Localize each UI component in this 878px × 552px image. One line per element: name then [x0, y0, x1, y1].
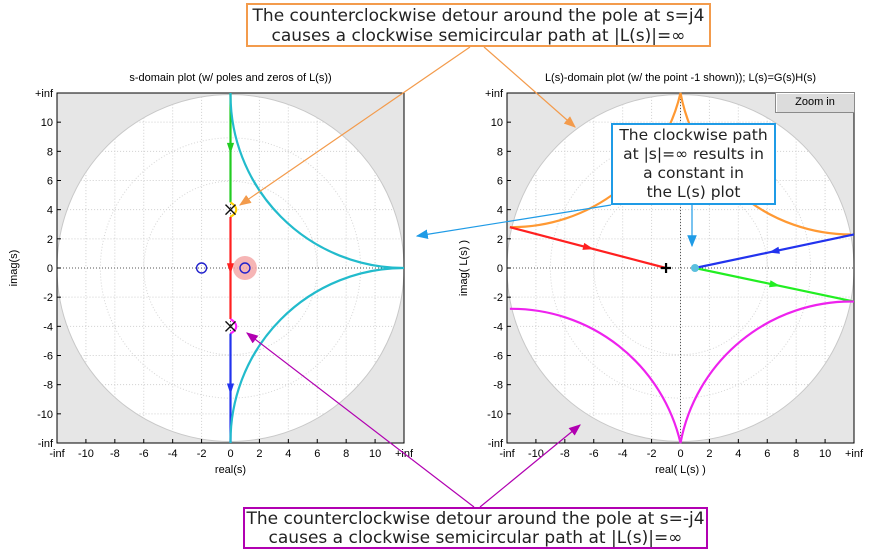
s-x-tick-label: -10	[78, 448, 94, 460]
s-pole-marker	[225, 204, 236, 216]
l-x-tick-label: 0	[677, 448, 683, 460]
annotation-top-line2: causes a clockwise semicircular path at …	[271, 26, 686, 46]
l-x-tick-label: 8	[793, 448, 799, 460]
l-x-tick-label: -8	[560, 448, 570, 460]
l-y-axis-label: imag( L(s) )	[458, 240, 470, 296]
s-zero-marker	[195, 262, 208, 274]
s-y-tick-label: -10	[37, 409, 53, 421]
s-x-tick-label: -2	[197, 448, 207, 460]
l-x-tick-label: 2	[706, 448, 712, 460]
l-x-tick-label: -inf	[499, 448, 515, 460]
l-y-tick-label: -10	[487, 409, 503, 421]
callout-middle-arrow-left	[415, 204, 612, 240]
l-y-tick-label: 0	[497, 263, 503, 275]
s-x-tick-label: 10	[369, 448, 381, 460]
l-x-tick-label: -2	[647, 448, 657, 460]
callout-top-arrow-left	[239, 46, 471, 206]
s-pole-marker	[225, 320, 236, 332]
s-direction-arrow	[226, 142, 235, 154]
s-direction-arrow	[226, 263, 235, 274]
s-contour-segment	[229, 92, 405, 444]
s-x-tick-label: 0	[227, 448, 233, 460]
callout-bottom-arrow-left	[246, 332, 475, 508]
s-y-axis-label: imag(s)	[8, 250, 20, 287]
s-zero-marker	[239, 262, 251, 274]
l-y-tick-label: 2	[497, 234, 503, 246]
annotation-bottom-line1: The counterclockwise detour around the p…	[246, 509, 705, 529]
l-y-tick-label: 10	[491, 117, 503, 129]
s-y-tick-label: 10	[41, 117, 53, 129]
annotation-middle-line4: the L(s) plot	[646, 183, 741, 201]
annotation-middle: The clockwise path at |s|=∞ results in a…	[611, 123, 776, 205]
s-x-axis-label: real(s)	[215, 464, 246, 476]
s-x-tick-label: 6	[314, 448, 320, 460]
l-y-tick-label: -inf	[488, 438, 504, 450]
s-y-tick-label: 0	[47, 263, 53, 275]
zoom-in-button[interactable]: Zoom in	[775, 92, 855, 113]
s-x-tick-label: 2	[256, 448, 262, 460]
l-x-tick-label: 6	[764, 448, 770, 460]
s-y-tick-label: -8	[43, 380, 53, 392]
l-y-tick-label: 8	[497, 146, 503, 158]
s-y-tick-label: +inf	[35, 88, 54, 100]
l-direction-arrow	[769, 280, 781, 288]
annotation-top: The counterclockwise detour around the p…	[246, 3, 711, 47]
annotation-middle-line3: a constant in	[643, 164, 744, 182]
s-y-tick-label: -4	[43, 321, 53, 333]
annotation-top-line1: The counterclockwise detour around the p…	[252, 6, 705, 26]
annotation-bottom: The counterclockwise detour around the p…	[243, 507, 708, 549]
l-x-tick-label: -10	[528, 448, 544, 460]
l-x-tick-label: 10	[819, 448, 831, 460]
l-critical-point-marker	[661, 263, 672, 273]
s-y-tick-label: -2	[43, 292, 53, 304]
l-y-tick-label: -4	[493, 321, 503, 333]
s-chart-title: s-domain plot (w/ poles and zeros of L(s…	[129, 72, 331, 84]
s-x-tick-label: 4	[285, 448, 291, 460]
l-contour-segment	[509, 92, 852, 236]
s-y-tick-label: 4	[47, 205, 53, 217]
l-y-tick-label: 6	[497, 176, 503, 188]
s-x-tick-label: -inf	[49, 448, 65, 460]
l-y-tick-label: 4	[497, 205, 503, 217]
s-y-tick-label: 8	[47, 146, 53, 158]
s-y-tick-label: -inf	[38, 438, 54, 450]
l-y-tick-label: -6	[493, 351, 503, 363]
annotation-middle-line2: at |s|=∞ results in	[623, 145, 764, 163]
annotation-bottom-line2: causes a clockwise semicircular path at …	[268, 528, 683, 548]
l-contour-segment	[509, 300, 855, 444]
l-x-tick-label: -6	[589, 448, 599, 460]
s-zero-highlight	[232, 256, 257, 280]
s-y-tick-label: 6	[47, 176, 53, 188]
l-x-tick-label: -4	[618, 448, 628, 460]
annotation-middle-line1: The clockwise path	[619, 126, 768, 144]
l-y-tick-label: -8	[493, 380, 503, 392]
l-direction-arrow	[582, 242, 594, 250]
l-chart-title: L(s)-domain plot (w/ the point -1 shown)…	[545, 72, 816, 84]
l-x-axis-label: real( L(s) )	[655, 464, 706, 476]
l-y-tick-label: -2	[493, 292, 503, 304]
callout-top-arrow-right	[483, 46, 576, 128]
s-x-tick-label: -4	[168, 448, 178, 460]
s-y-tick-label: 2	[47, 234, 53, 246]
callout-bottom-arrow-right	[479, 424, 581, 508]
s-direction-arrow	[226, 383, 235, 395]
l-constant-point-marker	[690, 264, 699, 272]
s-contour-segment	[229, 318, 238, 335]
s-x-tick-label: -8	[110, 448, 120, 460]
s-x-tick-label: -6	[139, 448, 149, 460]
l-x-tick-label: 4	[735, 448, 741, 460]
l-direction-arrow	[768, 246, 780, 254]
l-y-tick-label: +inf	[485, 88, 504, 100]
l-x-tick-label: +inf	[845, 448, 864, 460]
s-y-tick-label: -6	[43, 351, 53, 363]
s-x-tick-label: 8	[343, 448, 349, 460]
s-contour-segment	[229, 201, 238, 218]
